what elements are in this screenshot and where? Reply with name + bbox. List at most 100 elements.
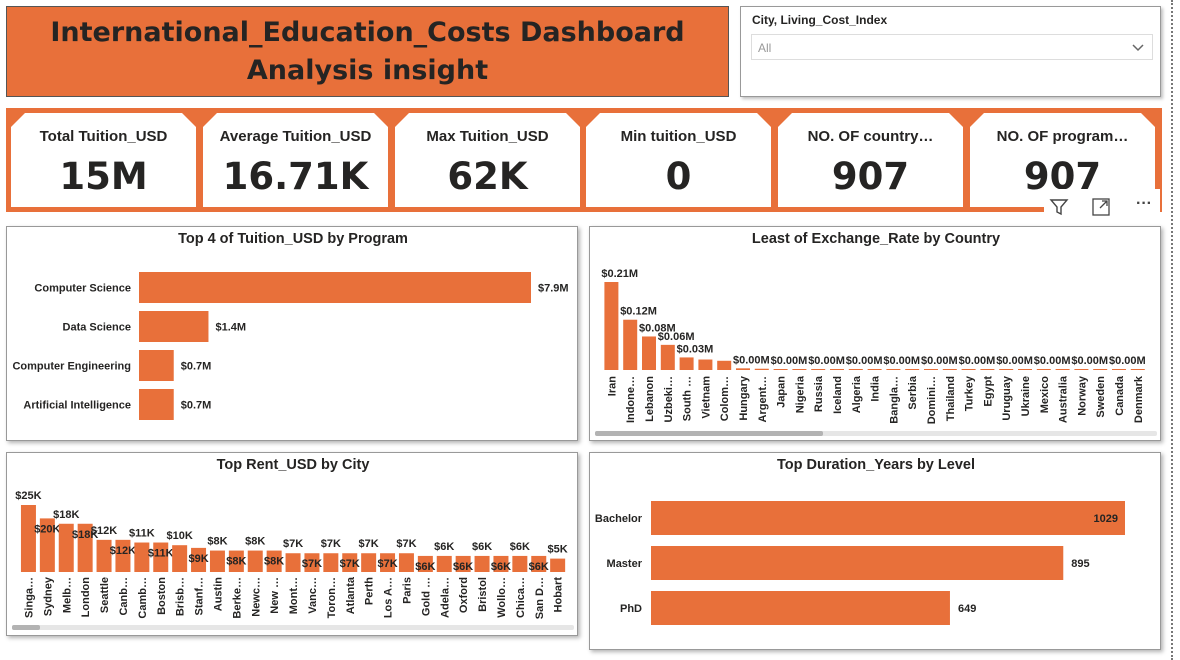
filter-icon[interactable] — [1048, 196, 1070, 218]
bar — [172, 545, 188, 572]
data-label: $0.00M — [808, 355, 845, 367]
kpi-value: 15M — [59, 155, 148, 198]
data-label: $6K — [434, 541, 454, 553]
bar — [361, 553, 377, 572]
category-label: Uzbeki… — [663, 376, 675, 422]
data-label: $18K — [72, 529, 98, 541]
data-label: $7K — [302, 558, 322, 570]
data-label: $0.7M — [181, 361, 212, 373]
category-label: Domini… — [926, 376, 938, 424]
bar — [39, 518, 55, 572]
bar — [848, 369, 863, 370]
chart-title: Least of Exchange_Rate by Country — [752, 231, 1000, 247]
category-label: Ukraine — [1020, 376, 1032, 416]
category-label: Japan — [776, 376, 788, 408]
data-label: $12K — [110, 545, 136, 557]
data-label: 1029 — [1094, 513, 1118, 525]
horizontal-scrollbar-track — [12, 625, 574, 630]
category-label: Nigeria — [794, 375, 806, 413]
bar — [773, 369, 788, 370]
slicer-dropdown[interactable]: All — [751, 34, 1153, 60]
category-label: Wollo… — [496, 577, 508, 618]
data-label: $7K — [340, 558, 360, 570]
visual-header-toolbar: ··· — [1044, 189, 1160, 223]
category-label: Los A… — [383, 577, 395, 618]
category-label: India — [870, 375, 882, 402]
data-label: $6K — [472, 541, 492, 553]
chart-title: Top Rent_USD by City — [217, 457, 370, 473]
data-label: $25K — [15, 490, 41, 502]
data-label: $0.06M — [658, 331, 695, 343]
bar — [342, 553, 358, 572]
kpi-label: NO. OF program… — [996, 128, 1129, 145]
focus-mode-icon[interactable] — [1090, 196, 1112, 218]
category-label: Canb… — [118, 577, 130, 616]
bar — [266, 550, 282, 572]
bar — [754, 368, 769, 370]
data-label: $0.00M — [959, 355, 996, 367]
category-label: Turkey — [964, 375, 976, 411]
horizontal-scrollbar-thumb — [595, 431, 823, 436]
bar — [736, 368, 750, 370]
data-label: $18K — [53, 509, 79, 521]
data-label: $6K — [415, 561, 435, 573]
bar — [717, 360, 732, 370]
kpi-label: Total Tuition_USD — [39, 128, 168, 145]
category-label: Singa… — [23, 577, 35, 618]
panel-duration-by-level: Top Duration_Years by Level Bachelor 1029 M… — [589, 452, 1161, 650]
category-label: Computer Science — [34, 283, 131, 295]
data-label: $7K — [283, 538, 303, 550]
kpi-value: 62K — [447, 155, 528, 198]
bar — [247, 550, 263, 572]
bar — [191, 547, 207, 572]
horizontal-scrollbar-thumb — [12, 625, 40, 630]
bar — [679, 357, 694, 370]
category-label: Sweden — [1095, 376, 1107, 418]
data-label: $0.00M — [771, 355, 808, 367]
bar — [1130, 369, 1145, 370]
data-label: $8K — [207, 536, 227, 548]
bar — [651, 546, 1064, 580]
bar — [651, 591, 950, 625]
data-label: $0.00M — [921, 355, 958, 367]
category-label: Computer Engineering — [12, 361, 131, 373]
slicer-title: City, Living_Cost_Index — [752, 13, 888, 27]
data-label: $6K — [529, 561, 549, 573]
bar — [999, 369, 1014, 370]
category-label: Lebanon — [644, 376, 656, 422]
bar — [96, 539, 112, 572]
bar — [139, 311, 209, 342]
category-label: Berke… — [231, 577, 243, 619]
data-label: $7K — [359, 538, 379, 550]
data-label: $0.00M — [996, 355, 1033, 367]
category-label: Perth — [364, 577, 376, 605]
bar — [474, 555, 490, 572]
data-label: $0.08M — [639, 322, 676, 334]
data-label: $8K — [226, 556, 246, 568]
data-label: $8K — [245, 536, 265, 548]
category-label: Camb… — [137, 577, 149, 619]
category-label: PhD — [620, 603, 642, 615]
bar — [1112, 369, 1126, 370]
bar — [698, 359, 713, 370]
bar — [209, 550, 225, 572]
category-label: Russia — [813, 375, 825, 412]
bar — [1093, 369, 1108, 370]
bar — [512, 555, 528, 572]
bar — [20, 505, 36, 572]
category-label: Artificial Intelligence — [23, 400, 131, 412]
more-options-icon[interactable]: ··· — [1136, 195, 1152, 212]
bar — [398, 553, 414, 572]
data-label: $12K — [91, 525, 117, 537]
kpi-card-total-tuition: Total Tuition_USD 15M — [11, 113, 196, 207]
category-label: London — [80, 577, 92, 618]
category-label: Thailand — [945, 376, 957, 421]
bar — [1018, 369, 1032, 370]
category-label: Mexico — [1039, 376, 1051, 414]
category-label: Iran — [606, 376, 618, 396]
bar — [792, 369, 807, 370]
category-label: Brisb… — [175, 577, 187, 616]
data-label: $0.21M — [601, 268, 638, 280]
bar — [651, 501, 1125, 535]
